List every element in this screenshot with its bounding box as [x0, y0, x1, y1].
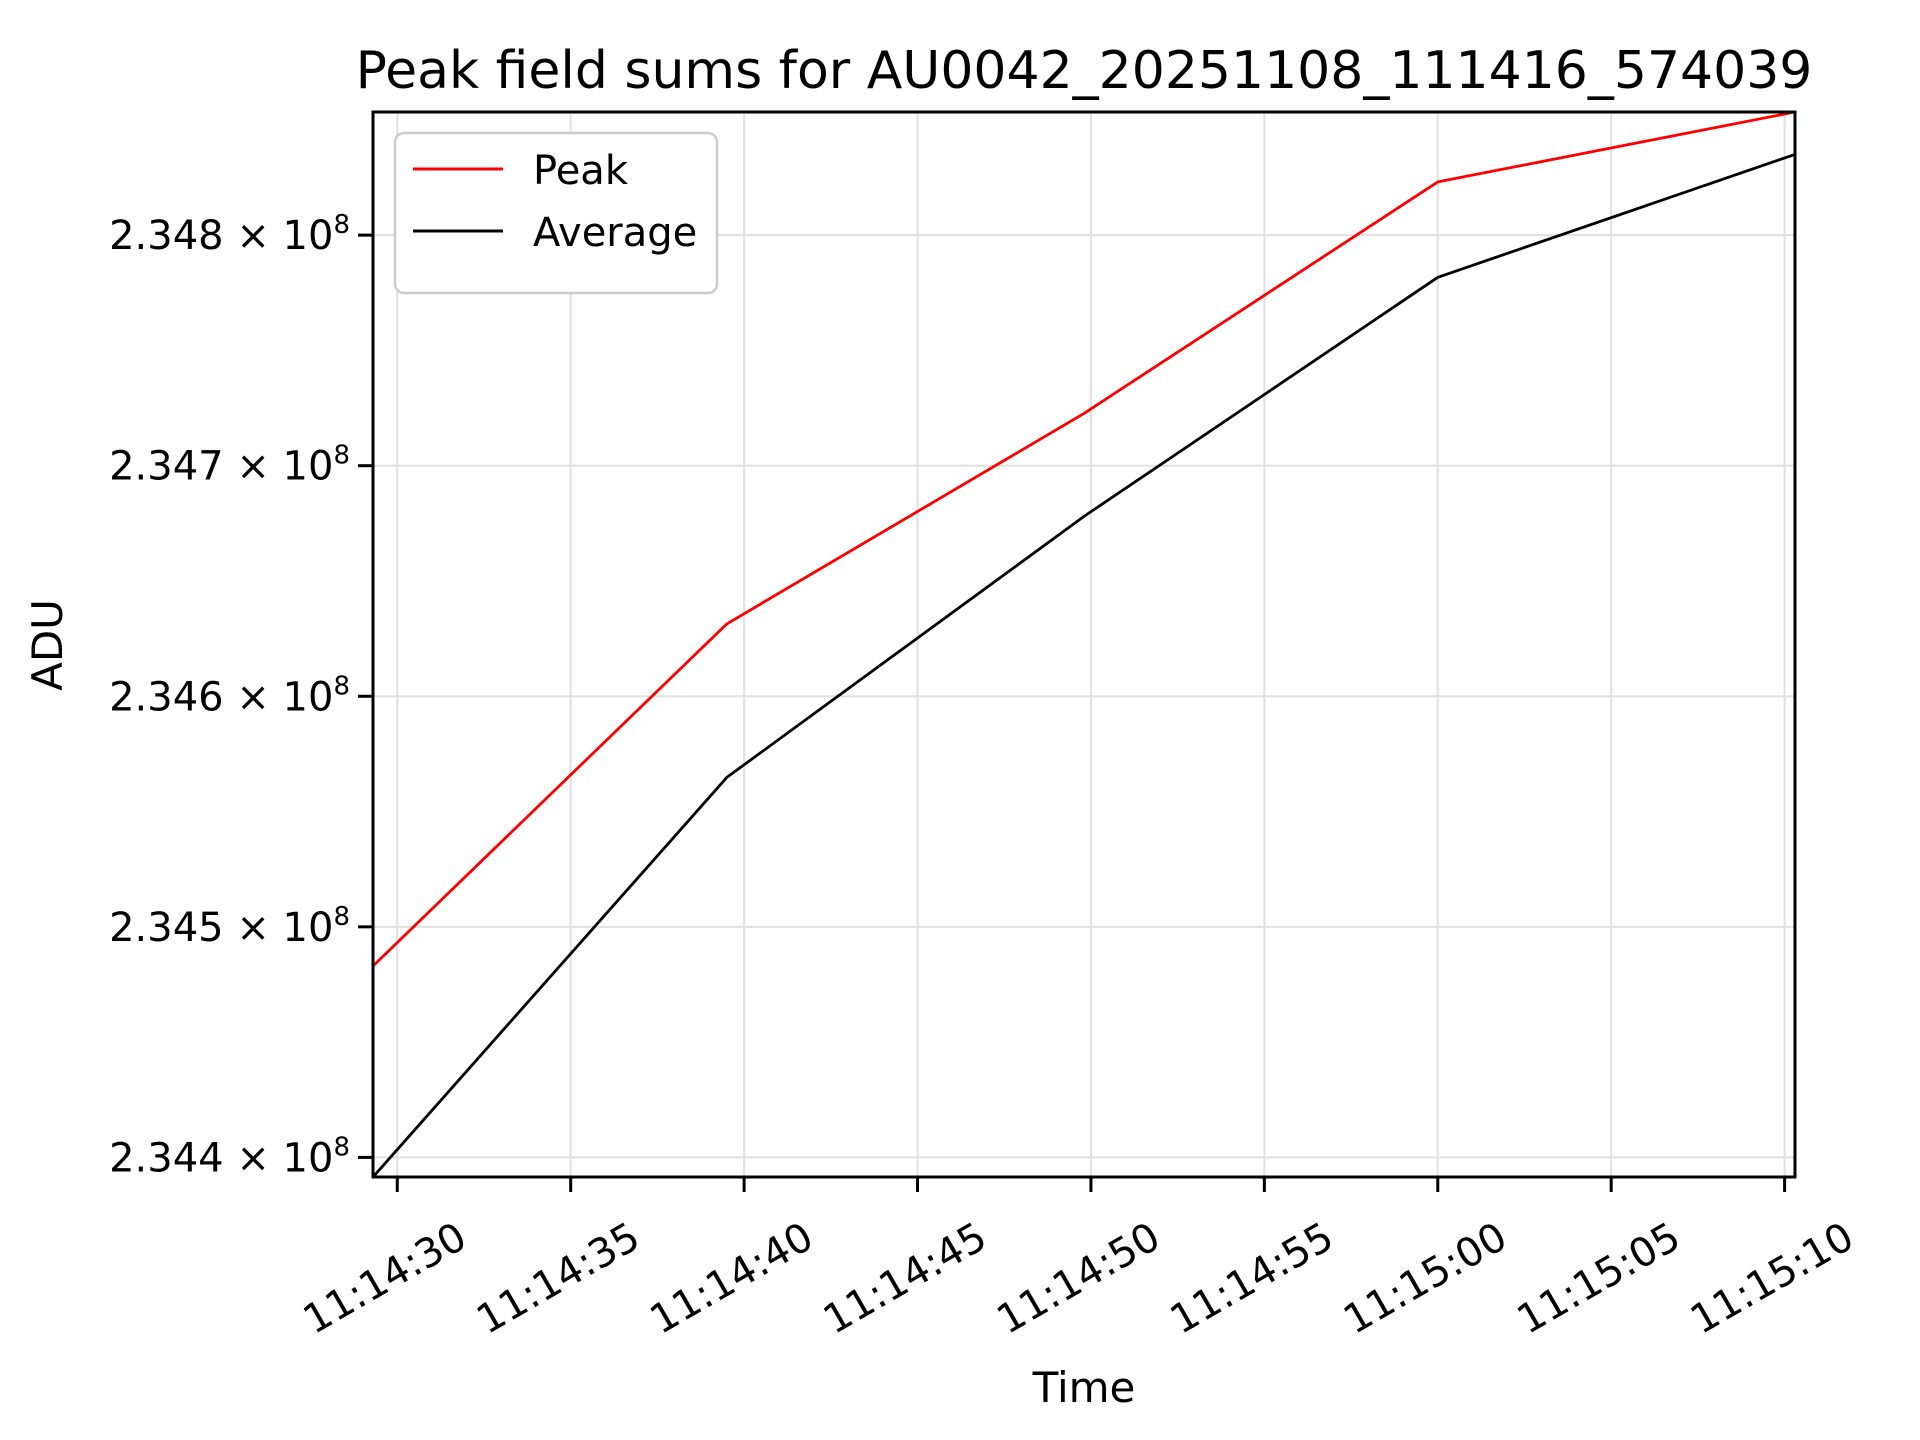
series-line-peak	[371, 110, 1797, 968]
y-tick-label: 2.348 × 108	[109, 210, 350, 259]
legend: Peak Average	[393, 131, 719, 295]
y-tick-label: 2.346 × 108	[109, 671, 350, 720]
x-tick-label: 11:14:35	[469, 1214, 648, 1344]
axes-frame	[371, 110, 1797, 1179]
x-tick-labels: 11:14:3011:14:3511:14:4011:14:4511:14:50…	[296, 1214, 1862, 1344]
y-axis-label: ADU	[23, 599, 72, 691]
series-line-average	[371, 152, 1797, 1179]
y-tick-labels: 2.344 × 108 2.345 × 108 2.346 × 108 2.347 ×…	[109, 210, 350, 1181]
y-tick-label: 2.345 × 108	[109, 902, 350, 951]
chart-title: Peak field sums for AU0042_20251108_1114…	[356, 41, 1813, 101]
x-tick-label: 11:14:55	[1163, 1214, 1342, 1344]
legend-label-average: Average	[533, 210, 697, 256]
x-tick-label: 11:15:00	[1336, 1214, 1515, 1344]
x-tick-label: 11:15:05	[1510, 1214, 1689, 1344]
data-series	[371, 110, 1797, 1179]
x-tick-label: 11:14:30	[296, 1214, 475, 1344]
y-tick-label: 2.344 × 108	[109, 1132, 350, 1181]
tick-marks	[358, 233, 1787, 1192]
legend-box	[393, 131, 719, 295]
y-tick-label: 2.347 × 108	[109, 441, 350, 490]
x-tick-label: 11:14:50	[989, 1214, 1168, 1344]
x-tick-label: 11:14:45	[816, 1214, 995, 1344]
x-tick-label: 11:15:10	[1683, 1214, 1862, 1344]
x-tick-label: 11:14:40	[643, 1214, 822, 1344]
legend-label-peak: Peak	[533, 148, 629, 194]
x-axis-label: Time	[1032, 1363, 1136, 1412]
